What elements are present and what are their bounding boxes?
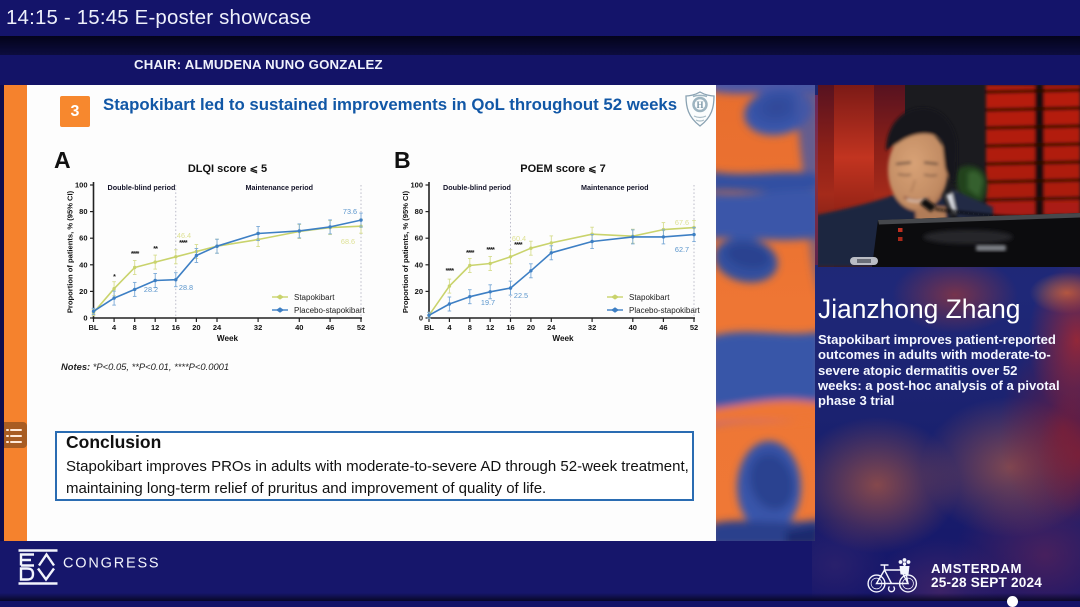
svg-text:BL: BL (89, 323, 99, 332)
svg-text:Double-blind period: Double-blind period (108, 183, 176, 192)
svg-text:12: 12 (151, 323, 159, 332)
svg-text:24: 24 (547, 323, 556, 332)
svg-text:DLQI score ⩽ 5: DLQI score ⩽ 5 (188, 163, 267, 175)
svg-text:Proportion of patients, % (95%: Proportion of patients, % (95% CI) (401, 190, 410, 313)
svg-text:52: 52 (357, 323, 365, 332)
svg-text:12: 12 (486, 323, 494, 332)
svg-text:Placebo-stapokibart: Placebo-stapokibart (629, 306, 700, 315)
svg-text:16: 16 (172, 323, 180, 332)
svg-text:40: 40 (629, 323, 637, 332)
svg-text:A: A (54, 147, 71, 173)
svg-text:H: H (696, 100, 703, 110)
svg-text:24: 24 (213, 323, 222, 332)
svg-text:****: **** (514, 242, 523, 249)
svg-text:Maintenance period: Maintenance period (581, 183, 649, 192)
svg-text:****: **** (446, 268, 455, 275)
svg-text:40: 40 (79, 260, 87, 269)
svg-text:POEM score ⩽ 7: POEM score ⩽ 7 (520, 163, 605, 175)
svg-text:80: 80 (415, 207, 423, 216)
svg-text:28.8: 28.8 (179, 283, 193, 292)
svg-text:4: 4 (112, 323, 117, 332)
svg-text:****: **** (486, 247, 495, 254)
svg-text:40: 40 (415, 260, 423, 269)
svg-text:0: 0 (83, 314, 87, 323)
svg-text:20: 20 (415, 287, 423, 296)
svg-text:4: 4 (447, 323, 452, 332)
svg-text:60: 60 (79, 234, 87, 243)
svg-text:46: 46 (326, 323, 334, 332)
svg-text:52: 52 (690, 323, 698, 332)
svg-text:46: 46 (659, 323, 667, 332)
svg-text:100: 100 (75, 181, 88, 190)
svg-text:19.7: 19.7 (481, 298, 495, 307)
svg-text:Proportion of patients, % (95%: Proportion of patients, % (95% CI) (66, 190, 75, 313)
svg-text:Week: Week (217, 334, 239, 343)
svg-text:****: **** (131, 251, 140, 258)
svg-text:Double-blind period: Double-blind period (443, 183, 511, 192)
svg-text:*: * (113, 274, 116, 281)
svg-text:46.4: 46.4 (177, 231, 191, 240)
svg-text:**: ** (153, 246, 158, 253)
svg-text:Stapokibart: Stapokibart (629, 293, 670, 302)
svg-text:Maintenance period: Maintenance period (246, 183, 314, 192)
svg-text:22.5: 22.5 (514, 291, 528, 300)
svg-text:20: 20 (79, 287, 87, 296)
svg-text:BL: BL (424, 323, 434, 332)
svg-text:60.4: 60.4 (512, 234, 526, 243)
svg-text:B: B (394, 147, 411, 173)
svg-text:16: 16 (506, 323, 514, 332)
svg-text:32: 32 (254, 323, 262, 332)
svg-text:8: 8 (468, 323, 472, 332)
svg-text:CONGRESS: CONGRESS (63, 555, 160, 571)
svg-text:20: 20 (192, 323, 200, 332)
svg-text:Week: Week (552, 334, 574, 343)
svg-text:0: 0 (419, 314, 423, 323)
svg-text:Stapokibart: Stapokibart (294, 293, 335, 302)
svg-text:****: **** (466, 250, 475, 257)
svg-text:73.6: 73.6 (343, 207, 357, 216)
svg-text:60: 60 (415, 234, 423, 243)
svg-text:20: 20 (527, 323, 535, 332)
svg-text:67.6: 67.6 (675, 218, 689, 227)
svg-text:68.6: 68.6 (341, 237, 355, 246)
svg-text:80: 80 (79, 207, 87, 216)
svg-text:****: **** (179, 240, 188, 247)
svg-text:62.7: 62.7 (675, 245, 689, 254)
svg-text:32: 32 (588, 323, 596, 332)
svg-text:100: 100 (410, 181, 423, 190)
svg-text:28.2: 28.2 (144, 285, 158, 294)
svg-text:8: 8 (133, 323, 137, 332)
svg-text:40: 40 (295, 323, 303, 332)
svg-text:Placebo-stapokibart: Placebo-stapokibart (294, 306, 365, 315)
